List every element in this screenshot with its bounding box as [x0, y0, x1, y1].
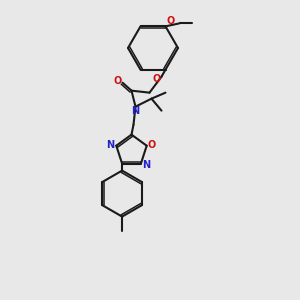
Text: N: N: [142, 160, 150, 170]
Text: O: O: [113, 76, 122, 86]
Text: O: O: [167, 16, 175, 26]
Text: O: O: [148, 140, 156, 150]
Text: N: N: [131, 106, 140, 116]
Text: O: O: [152, 74, 160, 84]
Text: N: N: [106, 140, 114, 150]
